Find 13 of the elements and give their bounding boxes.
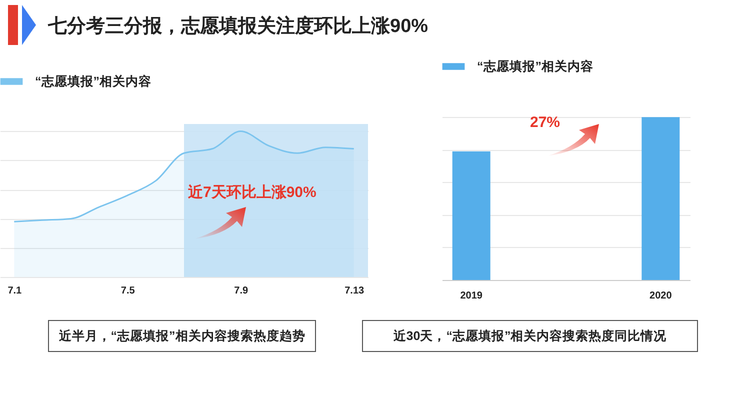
text: 近半月，“志愿填报”相关内容搜索热度趋势 [48, 320, 316, 352]
annotation: 27% [530, 114, 560, 131]
x-tick-label: 7.13 [344, 286, 365, 296]
x-tick-label: 2019 [460, 290, 483, 302]
x-tick-label: 7.1 [8, 286, 22, 296]
annotation: 近7天环比上涨90% [187, 184, 316, 201]
legend-label: “志愿填报”相关内容 [35, 74, 152, 88]
chart-title: 七分考三分报，志愿填报关注度环比上涨90% [48, 14, 428, 39]
x-tick-label: 7.5 [120, 286, 136, 296]
legend-label: “志愿填报”相关内容 [477, 58, 594, 74]
x-tick-label: 7.9 [234, 286, 248, 296]
text: 近30天，“志愿填报”相关内容搜索热度同比情况 [362, 320, 698, 352]
x-tick-label: 2020 [650, 290, 672, 302]
